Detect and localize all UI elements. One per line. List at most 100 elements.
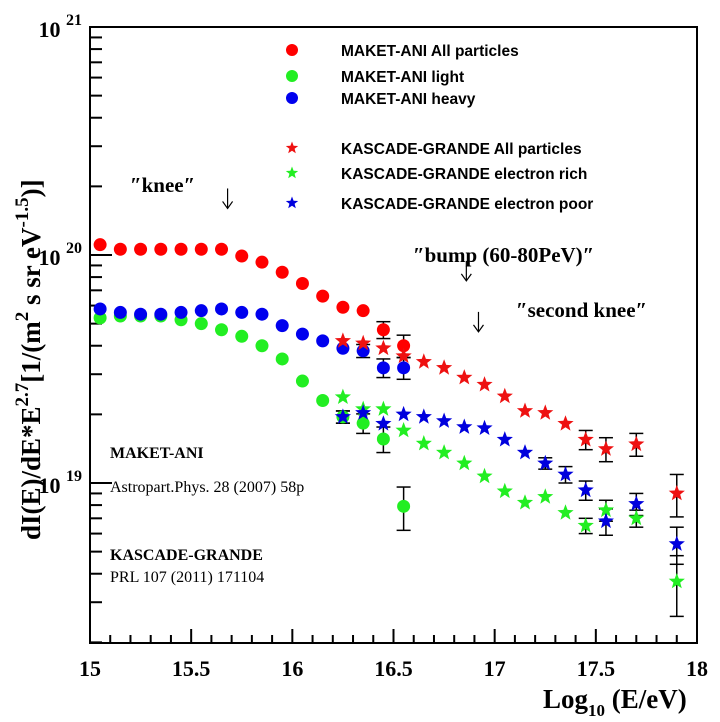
x-tick-label: 16.5 (374, 656, 413, 681)
reference-maket-citation: Astropart.Phys. 28 (2007) 58p (110, 479, 304, 496)
legend-marker-circle (286, 92, 298, 104)
data-point-circle (295, 327, 309, 341)
data-point-circle (356, 416, 370, 430)
data-point-circle (154, 307, 168, 321)
data-point-circle (113, 242, 127, 256)
data-point-star (456, 369, 473, 385)
data-point-circle (255, 307, 269, 321)
data-point-star (668, 535, 685, 551)
data-point-star (334, 408, 351, 424)
x-tick-label: 18 (686, 656, 708, 681)
data-point-star (628, 435, 645, 452)
y-tick-exponent: 20 (66, 240, 82, 257)
data-point-circle (397, 339, 411, 353)
data-point-circle (215, 242, 229, 256)
data-point-star (395, 347, 412, 363)
legend-marker-circle (286, 70, 298, 82)
data-point-star (516, 494, 534, 510)
data-point-circle (194, 242, 208, 256)
x-axis-label: Log10 (E/eV) (543, 684, 687, 720)
data-point-circle (255, 339, 269, 353)
data-point-circle (376, 323, 390, 337)
data-point-circle (316, 394, 330, 408)
legend-marker-star (285, 166, 299, 179)
data-point-circle (215, 302, 229, 316)
legend-label: KASCADE-GRANDE electron rich (341, 166, 587, 183)
y-label-part-b: [1/(m (16, 321, 46, 383)
reference-kg-citation: PRL 107 (2011) 171104 (110, 569, 264, 586)
data-point-star (415, 408, 432, 424)
data-point-circle (154, 242, 168, 256)
data-point-circle (275, 265, 289, 279)
y-tick-base: 10 (39, 473, 67, 498)
data-point-star (415, 353, 432, 369)
data-point-circle (174, 305, 188, 319)
x-label-sub: 10 (588, 701, 605, 720)
y-tick-base: 10 (39, 245, 67, 270)
x-label-main: Log (543, 684, 589, 714)
x-tick-label: 17 (484, 656, 506, 681)
data-point-circle (235, 305, 249, 319)
annotation-arrow-head (460, 273, 472, 282)
x-tick-label: 17.5 (577, 656, 616, 681)
data-point-star (557, 415, 574, 431)
data-point-circle (356, 304, 370, 318)
y-label-part-c: s sr eV (16, 227, 46, 312)
annotation-arrows (222, 188, 484, 333)
y-tick-label: 10 21 (39, 12, 83, 42)
y-tick-base: 10 (39, 17, 67, 42)
data-point-circle (93, 238, 107, 252)
data-point-circle (397, 499, 411, 513)
annotation-bump: ″bump (60-80PeV)″ (413, 243, 594, 267)
data-point-star (557, 466, 574, 482)
data-point-star (476, 419, 493, 435)
data-point-circle (316, 289, 330, 303)
legend-label: MAKET-ANI light (341, 69, 464, 86)
y-label-sup-c: -1.5 (12, 197, 33, 227)
data-point-circle (295, 276, 309, 290)
data-point-circle (295, 374, 309, 388)
legend-label: KASCADE-GRANDE electron poor (341, 196, 593, 213)
data-point-circle (93, 302, 107, 316)
x-tick-label: 15.5 (172, 656, 211, 681)
data-point-circle (255, 255, 269, 269)
x-axis-ticks (89, 629, 698, 643)
data-point-star (476, 467, 493, 484)
data-points (93, 238, 685, 589)
data-point-circle (235, 249, 249, 263)
data-point-circle (397, 361, 411, 375)
data-point-star (375, 400, 392, 416)
data-point-star (557, 504, 574, 520)
data-point-star (628, 509, 645, 526)
legend-label: MAKET-ANI heavy (341, 91, 476, 108)
x-tick-label: 15 (79, 656, 101, 681)
data-point-star (577, 517, 594, 533)
data-point-star (597, 501, 614, 518)
data-point-star (628, 495, 645, 511)
x-label-rest: (E/eV) (605, 684, 687, 714)
annotation-arrow-head (222, 201, 234, 210)
data-point-star (537, 454, 554, 471)
y-tick-label: 10 19 (39, 468, 83, 498)
data-point-circle (134, 242, 148, 256)
legend: MAKET-ANI All particles MAKET-ANI light MA… (285, 43, 593, 213)
data-point-circle (275, 352, 289, 366)
legend-label: KASCADE-GRANDE All particles (341, 141, 582, 158)
legend-marker-star (285, 141, 299, 154)
data-point-star (334, 332, 351, 348)
y-axis-ticks (90, 36, 112, 644)
data-point-star (436, 412, 453, 428)
y-tick-exponent: 21 (66, 12, 82, 29)
data-point-star (375, 415, 392, 431)
reference-maket-name: MAKET-ANI (110, 445, 204, 462)
data-point-star (476, 376, 493, 392)
data-point-star (436, 359, 453, 375)
data-point-star (577, 431, 594, 447)
data-point-star (668, 573, 685, 589)
y-axis-label: dI(E)/dE*E2.7[1/(m2 s sr eV-1.5)] (12, 179, 46, 540)
data-point-circle (376, 361, 390, 375)
data-point-star (375, 339, 392, 356)
data-point-star (355, 404, 372, 420)
